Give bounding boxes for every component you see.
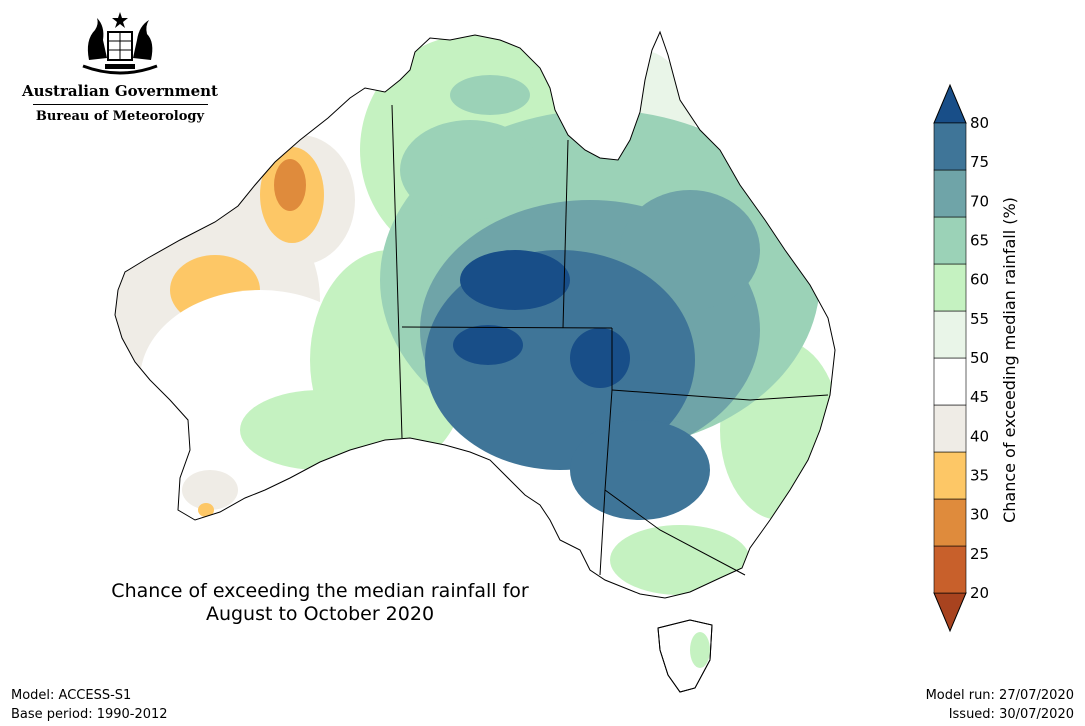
- footer-right: Model run: 27/07/2020 Issued: 30/07/2020: [926, 686, 1074, 724]
- legend-tick-label: 75: [970, 153, 989, 171]
- map-title: Chance of exceeding the median rainfall …: [60, 580, 580, 626]
- issued-date: Issued: 30/07/2020: [948, 707, 1074, 722]
- legend-swatch: [933, 498, 967, 547]
- logo-divider: [32, 104, 208, 105]
- legend-label: Chance of exceeding median rainfall (%): [1000, 197, 1019, 523]
- base-period: Base period: 1990-2012: [11, 707, 168, 722]
- legend-tick-label: 80: [970, 114, 989, 132]
- legend-colorbar: 20 25 30 35 40 45 50 55 60 65 70 75 80 Chance of exc…: [933, 83, 1019, 633]
- legend-swatch: [933, 122, 967, 171]
- model-name: Model: ACCESS-S1: [11, 688, 132, 703]
- legend-tick-label: 50: [970, 349, 989, 367]
- footer-left: Model: ACCESS-S1 Base period: 1990-2012: [11, 686, 168, 724]
- legend-swatch: [933, 169, 967, 218]
- legend-arrow-high: [933, 83, 967, 124]
- government-logo: Australian Government Bureau of Meteorol…: [20, 10, 220, 140]
- legend-swatch: [933, 404, 967, 453]
- legend-swatch: [933, 545, 967, 594]
- government-title: Australian Government: [22, 82, 218, 100]
- map-title-line2: August to October 2020: [205, 603, 435, 625]
- legend-tick-label: 25: [970, 545, 989, 563]
- legend-tick-label: 70: [970, 192, 989, 210]
- coat-of-arms-icon: [82, 12, 158, 75]
- legend-tick-label: 30: [970, 506, 989, 524]
- legend-swatch: [933, 310, 967, 359]
- legend-tick-label: 40: [970, 427, 989, 445]
- model-run-date: Model run: 27/07/2020: [925, 688, 1074, 703]
- agency-title: Bureau of Meteorology: [35, 109, 205, 124]
- legend-swatch: [933, 263, 967, 312]
- legend-arrow-low: [933, 592, 967, 633]
- legend-tick-label: 35: [970, 467, 989, 485]
- legend-swatch: [933, 451, 967, 500]
- map-title-line1: Chance of exceeding the median rainfall …: [111, 580, 529, 602]
- legend-tick-label: 65: [970, 232, 989, 250]
- legend-tick-label: 55: [970, 310, 989, 328]
- legend-tick-label: 60: [970, 271, 989, 289]
- legend-tick-label: 20: [970, 584, 989, 602]
- legend-swatch: [933, 357, 967, 406]
- legend-tick-label: 45: [970, 388, 989, 406]
- legend-swatch: [933, 216, 967, 265]
